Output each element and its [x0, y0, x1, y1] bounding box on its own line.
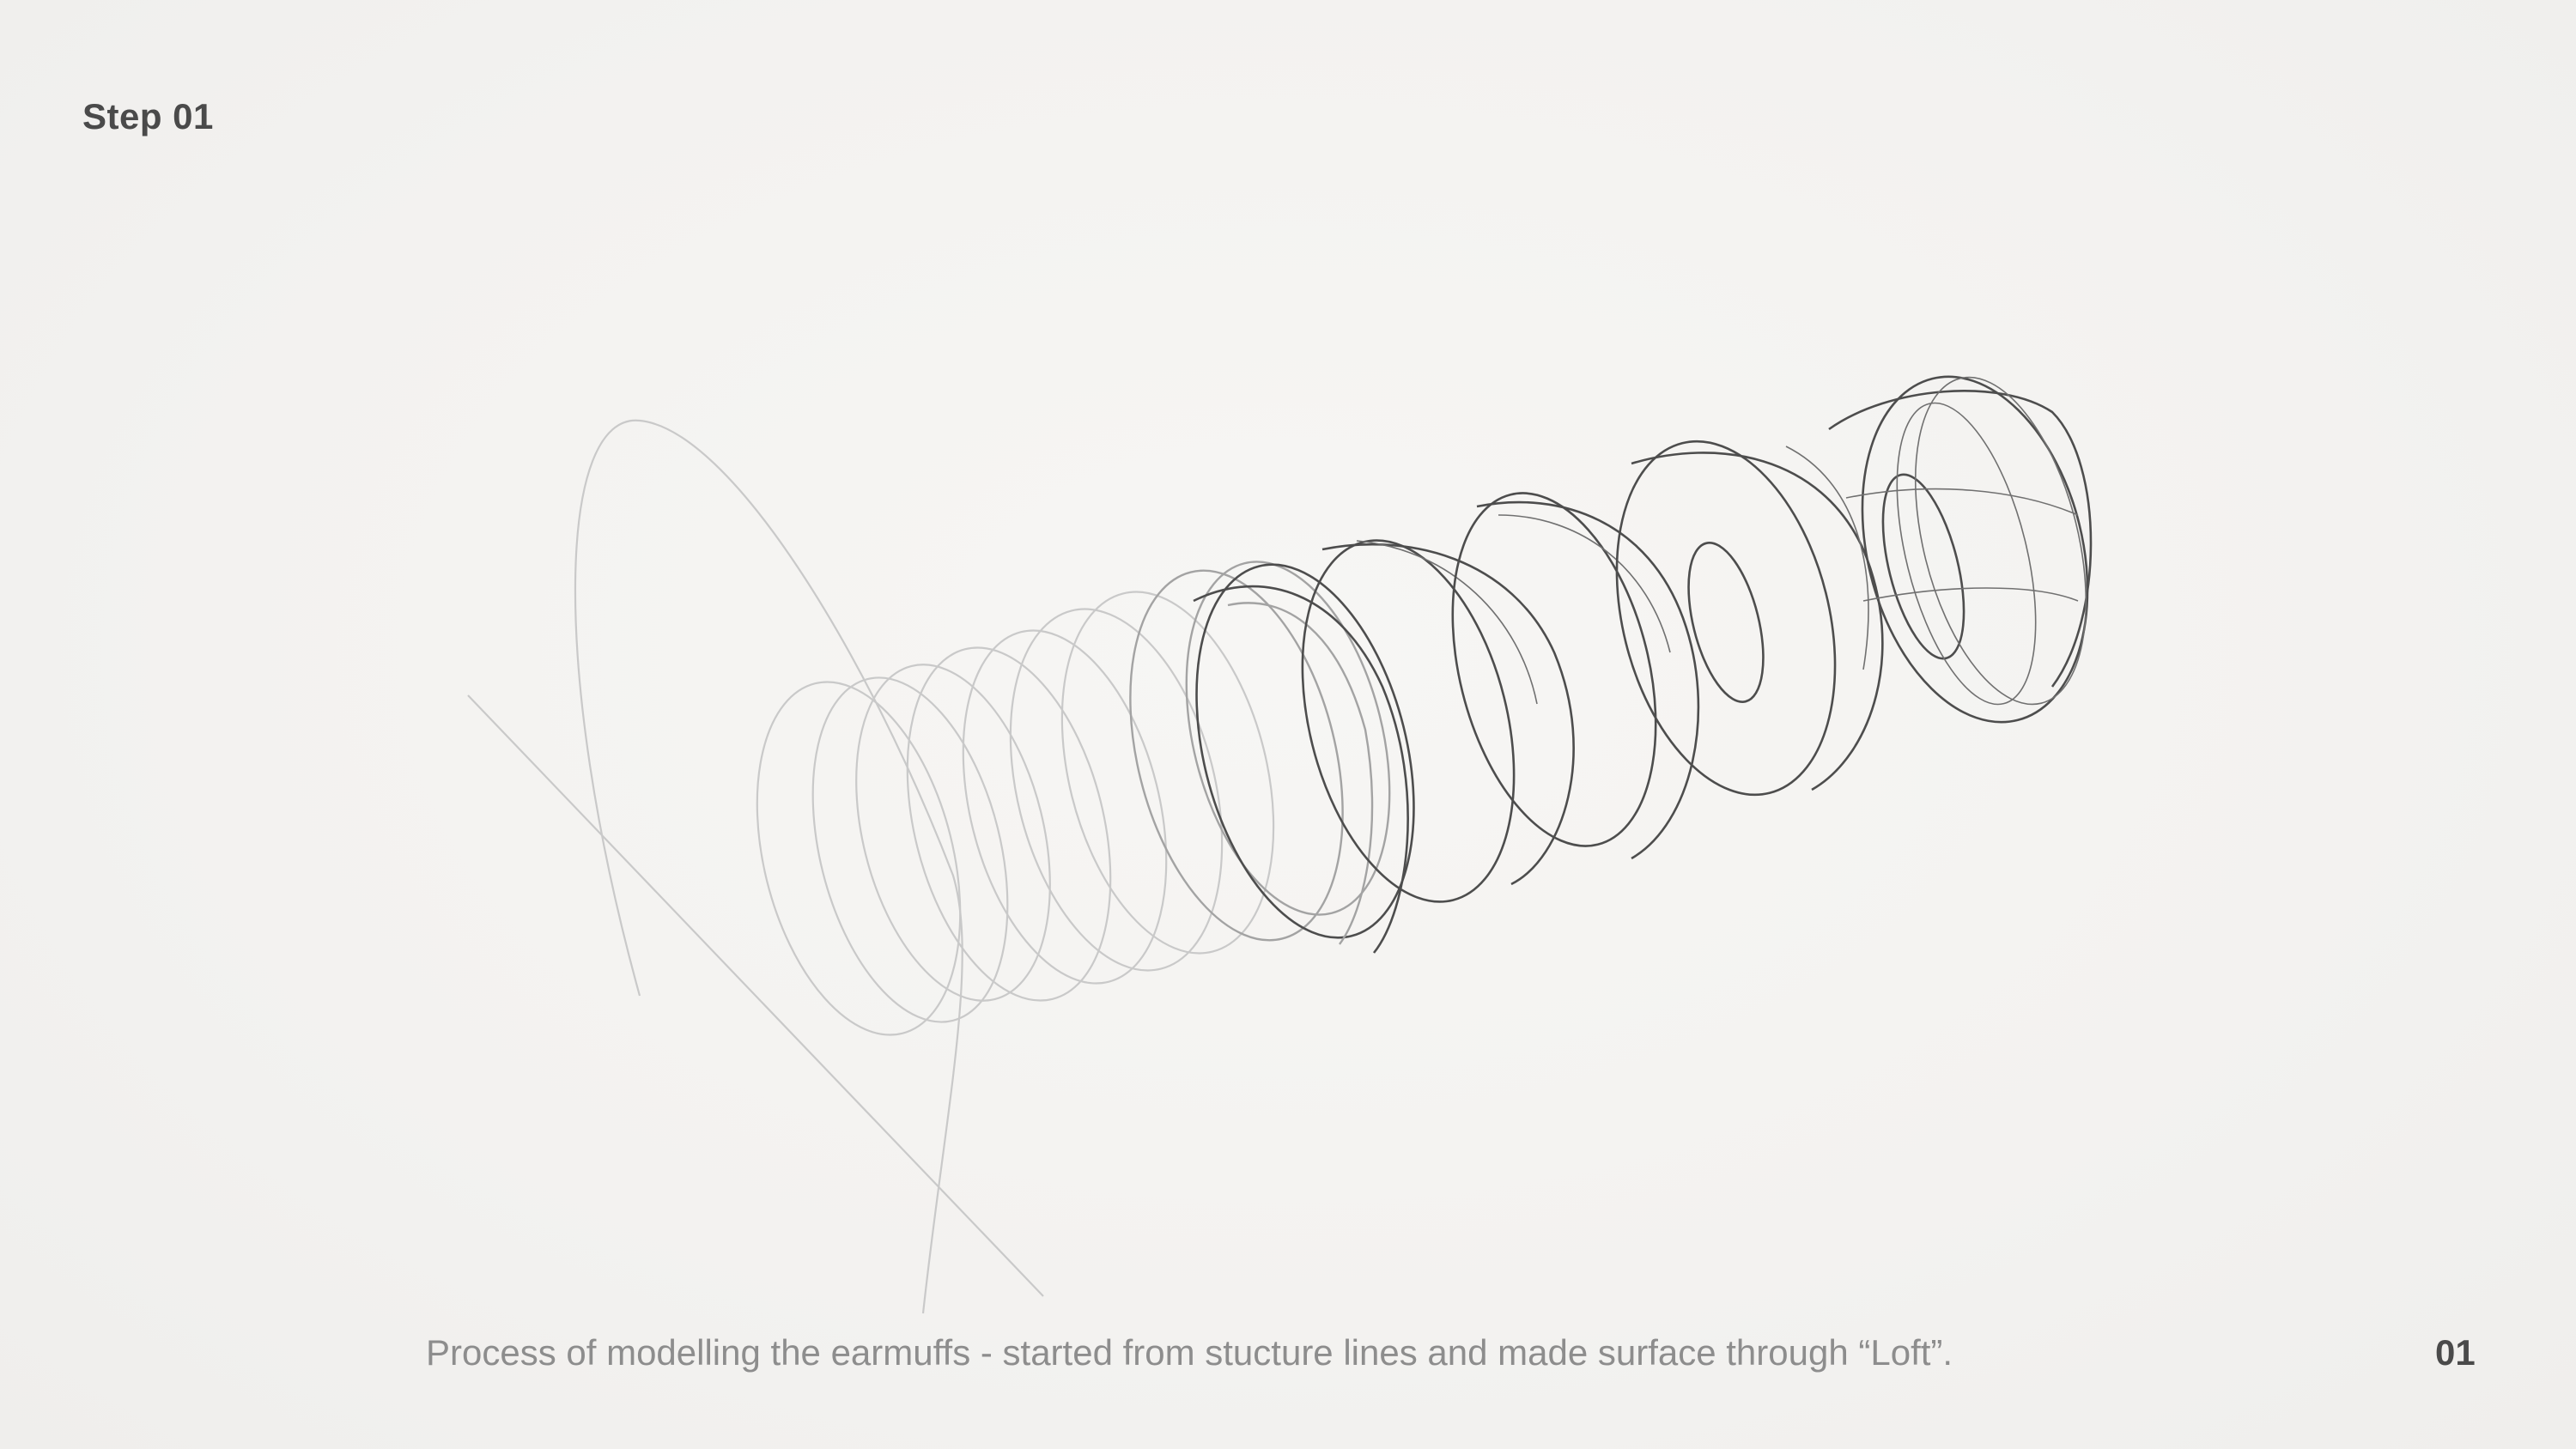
torus-cushion — [1828, 353, 2122, 746]
page-number: 01 — [2435, 1332, 2476, 1373]
cushion-ring — [1161, 542, 1449, 961]
donut-shell — [1583, 418, 1883, 818]
caption: Process of modelling the earmuffs - star… — [426, 1332, 1953, 1373]
frame-disc — [1419, 472, 1698, 868]
section-curves — [723, 541, 1423, 1057]
